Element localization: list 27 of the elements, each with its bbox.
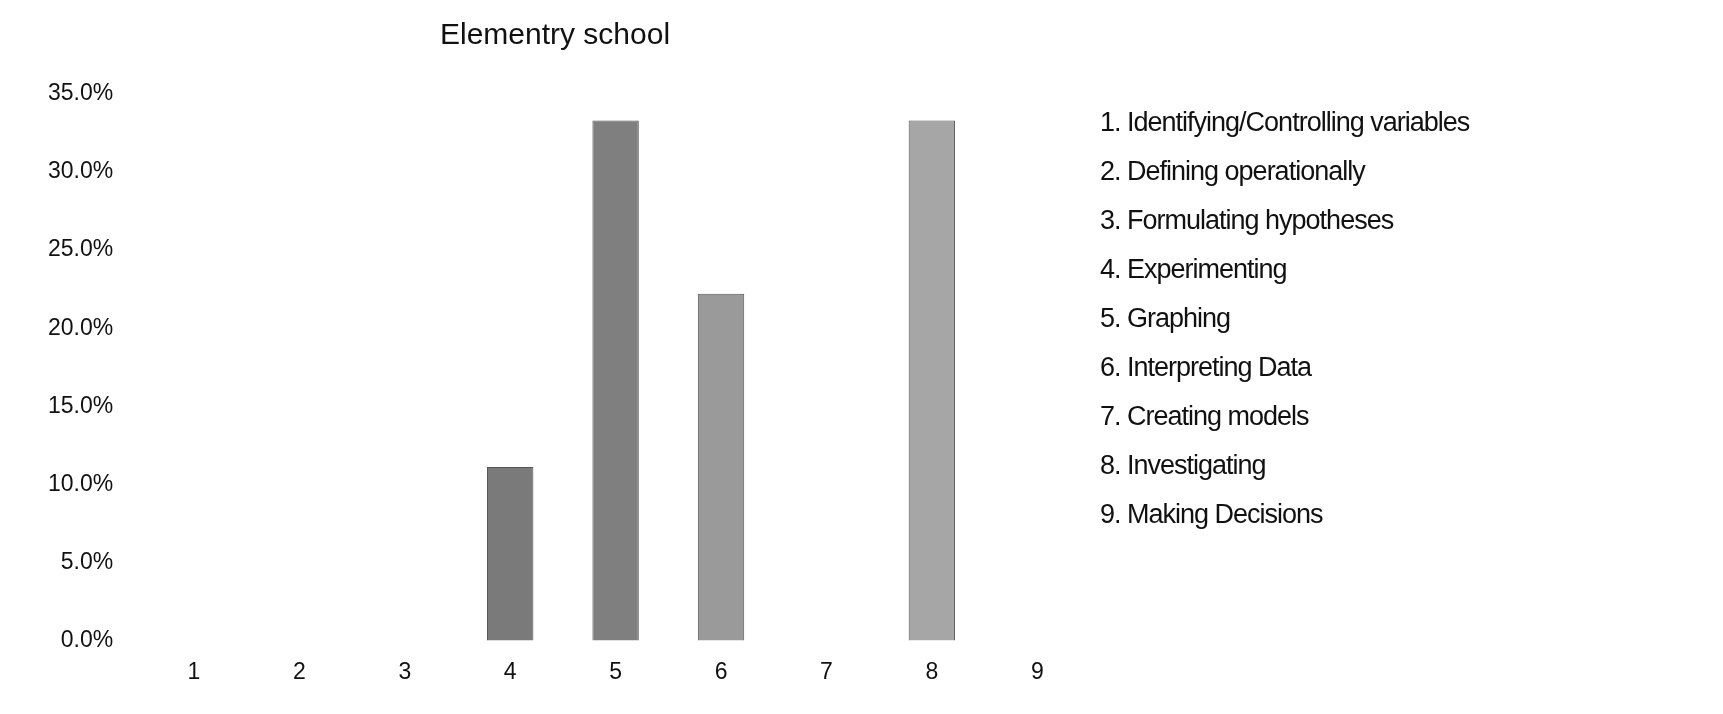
- x-tick-label: 4: [503, 657, 517, 684]
- x-tick-label: 3: [398, 657, 412, 684]
- y-tick-label: 15.0%: [48, 391, 114, 418]
- x-tick-label: 9: [1030, 657, 1044, 684]
- text: 2. Defining operationally: [1100, 155, 1367, 188]
- y-tick-label: 0.0%: [60, 625, 114, 652]
- y-tick-label: 25.0%: [48, 235, 114, 262]
- text: 9. Making Decisions: [1100, 498, 1324, 531]
- chart-title: Elementry school: [439, 17, 671, 51]
- x-tick-label: 6: [714, 657, 728, 684]
- text: 4. Experimenting: [1100, 253, 1288, 286]
- text: 5. Graphing: [1100, 302, 1232, 335]
- x-tick-label: 8: [925, 657, 939, 684]
- x-tick-label: 2: [292, 657, 306, 684]
- text: 3. Formulating hypotheses: [1100, 204, 1395, 237]
- text: 6. Interpreting Data: [1100, 351, 1313, 384]
- y-tick-label: 20.0%: [48, 313, 114, 340]
- y-tick-label: 5.0%: [60, 547, 114, 574]
- text: 7. Creating models: [1100, 400, 1310, 433]
- x-tick-label: 1: [187, 657, 201, 684]
- text: 8. Investigating: [1100, 449, 1267, 482]
- x-tick-label: 5: [609, 657, 623, 684]
- text: 1. Identifying/Controlling variables: [1100, 106, 1471, 139]
- y-tick-label: 35.0%: [48, 79, 114, 106]
- x-tick-label: 7: [820, 657, 833, 684]
- y-tick-label: 30.0%: [48, 157, 114, 184]
- y-tick-label: 10.0%: [48, 469, 114, 496]
